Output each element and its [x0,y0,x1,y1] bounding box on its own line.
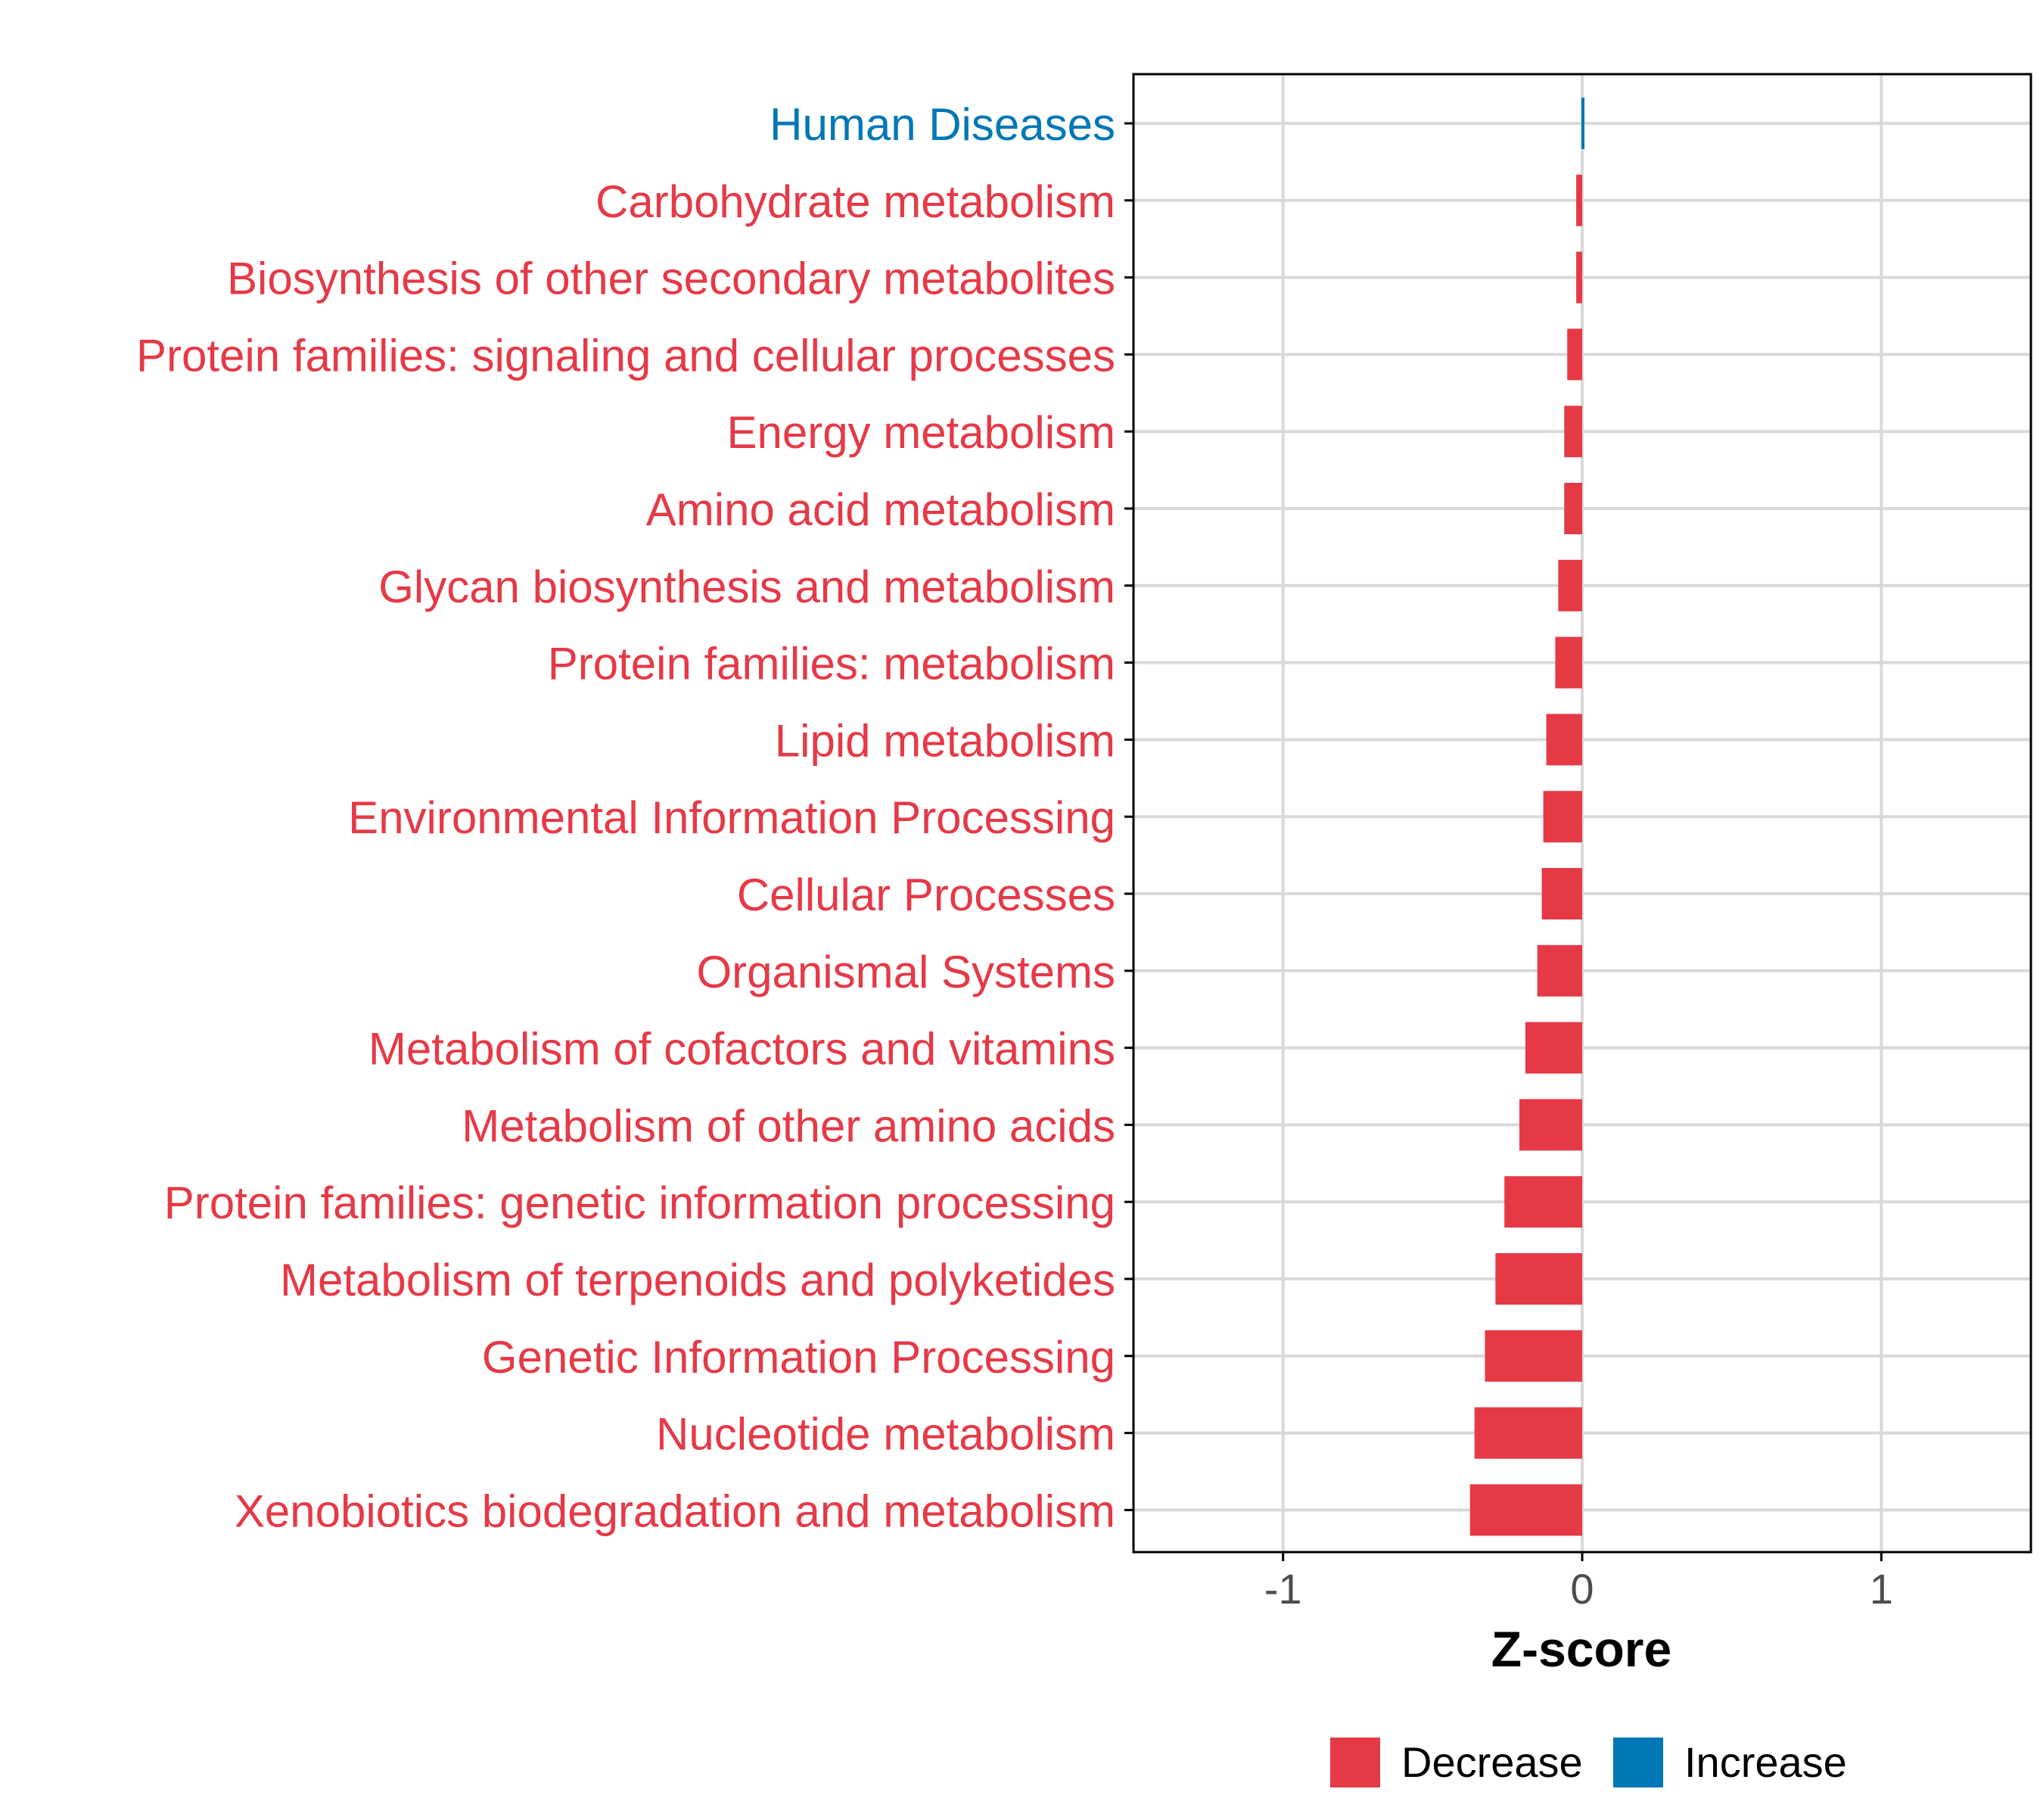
legend-label: Decrease [1401,1738,1583,1786]
bar-increase [1581,98,1584,149]
y-tick-label: Amino acid metabolism [646,484,1115,535]
bar-decrease [1525,1022,1582,1074]
y-tick-label: Human Diseases [770,99,1115,150]
y-tick-label: Metabolism of cofactors and vitamins [368,1024,1115,1075]
bar-decrease [1546,714,1582,766]
bar-decrease [1567,328,1582,381]
x-tick-label: -1 [1264,1565,1302,1613]
legend-item-increase: Increase [1613,1738,1847,1787]
x-axis: -1 0 1 [1264,1552,1893,1613]
bar-decrease [1474,1407,1582,1459]
y-tick-label: Protein families: metabolism [548,639,1115,689]
bar-decrease [1469,1484,1582,1536]
bar-decrease [1495,1253,1582,1305]
bar-decrease [1504,1176,1582,1228]
y-tick-label: Protein families: signaling and cellular… [136,330,1115,381]
y-tick-label: Energy metabolism [726,407,1115,458]
bars-layer [1469,98,1584,1536]
y-tick-label: Xenobiotics biodegradation and metabolis… [235,1486,1115,1536]
y-axis: Human Diseases Carbohydrate metabolism Bio… [136,99,1133,1536]
bar-decrease [1537,944,1582,997]
y-tick-label: Metabolism of other amino acids [462,1100,1115,1151]
y-tick-label: Glycan biosynthesis and metabolism [378,562,1115,612]
x-tick-label: 1 [1870,1565,1893,1613]
y-tick-label: Organismal Systems [697,947,1115,997]
y-tick-label: Metabolism of terpenoids and polyketides [280,1255,1115,1305]
y-tick-label: Biosynthesis of other secondary metaboli… [227,254,1115,304]
x-axis-title: Z-score [1491,1621,1671,1677]
y-tick-label: Lipid metabolism [775,715,1115,766]
bar-decrease [1558,559,1582,611]
y-tick-label: Genetic Information Processing [482,1332,1115,1383]
x-tick-label: 0 [1570,1565,1594,1613]
bar-decrease [1485,1330,1582,1382]
bar-decrease [1541,868,1582,919]
bar-decrease [1543,791,1582,843]
legend-item-decrease: Decrease [1330,1738,1583,1787]
y-tick-label: Nucleotide metabolism [656,1409,1115,1460]
bar-decrease [1576,251,1582,303]
legend: Decrease Increase [1330,1738,1847,1787]
y-tick-label: Protein families: genetic information pr… [164,1178,1115,1228]
bar-decrease [1576,174,1582,226]
bar-decrease [1555,636,1582,689]
legend-swatch [1613,1738,1663,1787]
bar-decrease [1564,483,1582,534]
legend-swatch [1330,1738,1380,1787]
legend-label: Increase [1684,1738,1847,1786]
bar-decrease [1564,406,1582,458]
y-tick-label: Environmental Information Processing [348,792,1115,843]
y-tick-label: Carbohydrate metabolism [595,176,1115,227]
bar-decrease [1519,1099,1582,1151]
y-tick-label: Cellular Processes [737,870,1115,920]
